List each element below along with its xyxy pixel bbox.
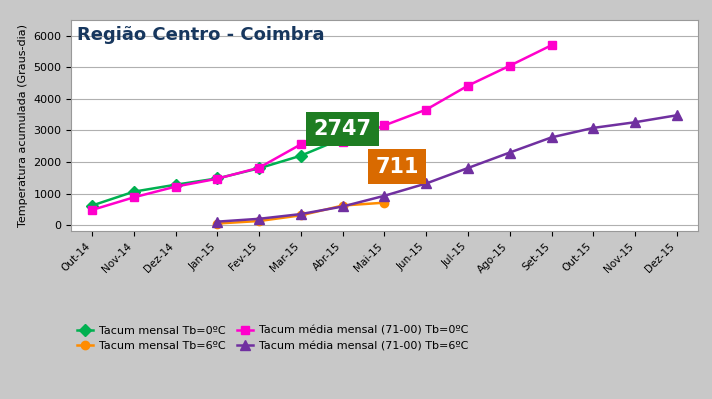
- Tacum mensal Tb=0ºC: [130, 189, 138, 194]
- Tacum média mensal (71-00) Tb=0ºC: [172, 184, 180, 189]
- Line: Tacum média mensal (71-00) Tb=0ºC: Tacum média mensal (71-00) Tb=0ºC: [88, 41, 556, 214]
- Text: 2747: 2747: [314, 119, 372, 139]
- Legend: Tacum mensal Tb=0ºC, Tacum mensal Tb=6ºC, Tacum média mensal (71-00) Tb=0ºC, Tac: Tacum mensal Tb=0ºC, Tacum mensal Tb=6ºC…: [77, 326, 468, 352]
- Tacum mensal Tb=0ºC: [338, 136, 347, 141]
- Tacum média mensal (71-00) Tb=0ºC: [88, 207, 96, 212]
- Tacum mensal Tb=6ºC: [380, 200, 389, 205]
- Tacum mensal Tb=0ºC: [255, 166, 263, 171]
- Tacum média mensal (71-00) Tb=0ºC: [130, 195, 138, 200]
- Tacum média mensal (71-00) Tb=0ºC: [548, 43, 556, 47]
- Tacum média mensal (71-00) Tb=6ºC: [297, 211, 305, 216]
- Tacum média mensal (71-00) Tb=0ºC: [464, 83, 472, 88]
- Tacum média mensal (71-00) Tb=6ºC: [548, 135, 556, 140]
- Y-axis label: Temperatura acumulada (Graus-dia): Temperatura acumulada (Graus-dia): [18, 24, 28, 227]
- Tacum mensal Tb=0ºC: [297, 153, 305, 158]
- Tacum média mensal (71-00) Tb=6ºC: [255, 216, 263, 221]
- Tacum média mensal (71-00) Tb=6ºC: [673, 113, 681, 118]
- Tacum média mensal (71-00) Tb=6ºC: [589, 126, 597, 130]
- Tacum média mensal (71-00) Tb=0ºC: [422, 107, 431, 112]
- Tacum mensal Tb=6ºC: [213, 221, 221, 226]
- Tacum média mensal (71-00) Tb=6ºC: [380, 194, 389, 198]
- Tacum média mensal (71-00) Tb=6ºC: [506, 150, 514, 155]
- Tacum média mensal (71-00) Tb=6ºC: [213, 219, 221, 224]
- Tacum mensal Tb=0ºC: [213, 176, 221, 181]
- Tacum mensal Tb=6ºC: [297, 213, 305, 218]
- Tacum média mensal (71-00) Tb=0ºC: [338, 140, 347, 145]
- Text: Região Centro - Coimbra: Região Centro - Coimbra: [78, 26, 325, 44]
- Tacum mensal Tb=6ºC: [255, 219, 263, 223]
- Text: 711: 711: [375, 157, 419, 177]
- Line: Tacum média mensal (71-00) Tb=6ºC: Tacum média mensal (71-00) Tb=6ºC: [213, 111, 681, 227]
- Tacum média mensal (71-00) Tb=6ºC: [422, 181, 431, 186]
- Tacum média mensal (71-00) Tb=0ºC: [213, 176, 221, 181]
- Tacum média mensal (71-00) Tb=0ºC: [506, 63, 514, 68]
- Tacum mensal Tb=6ºC: [338, 203, 347, 208]
- Line: Tacum mensal Tb=6ºC: Tacum mensal Tb=6ºC: [213, 198, 389, 228]
- Tacum média mensal (71-00) Tb=0ºC: [297, 142, 305, 147]
- Line: Tacum mensal Tb=0ºC: Tacum mensal Tb=0ºC: [88, 134, 347, 210]
- Tacum média mensal (71-00) Tb=6ºC: [631, 120, 639, 124]
- Tacum média mensal (71-00) Tb=0ºC: [255, 165, 263, 170]
- Tacum mensal Tb=0ºC: [172, 182, 180, 187]
- Tacum média mensal (71-00) Tb=6ºC: [338, 204, 347, 209]
- Tacum média mensal (71-00) Tb=0ºC: [380, 123, 389, 128]
- Tacum mensal Tb=0ºC: [88, 203, 96, 208]
- Tacum média mensal (71-00) Tb=6ºC: [464, 166, 472, 170]
